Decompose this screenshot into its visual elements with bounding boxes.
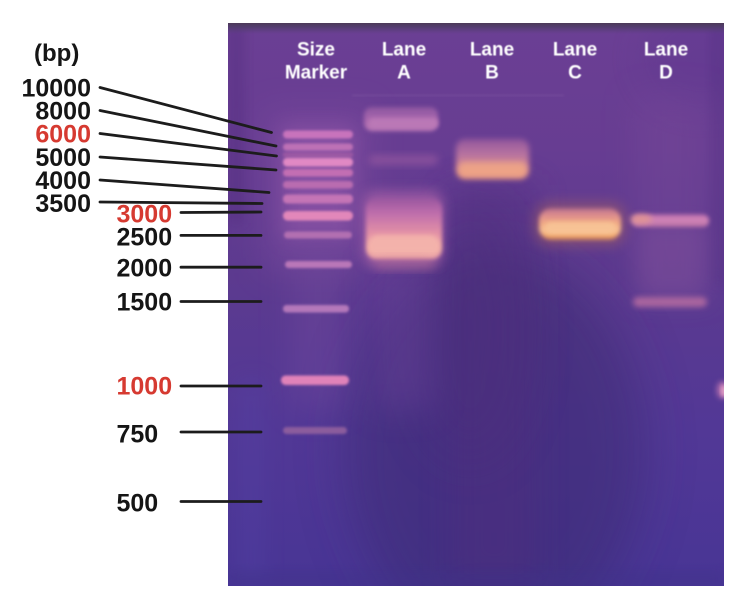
svg-text:8000: 8000	[35, 98, 91, 126]
svg-text:2500: 2500	[117, 224, 173, 252]
svg-text:Marker: Marker	[285, 63, 348, 84]
svg-text:5000: 5000	[35, 144, 91, 172]
svg-text:B: B	[485, 63, 499, 84]
svg-text:(bp): (bp)	[34, 40, 79, 67]
svg-text:Lane: Lane	[644, 40, 688, 61]
svg-text:500: 500	[117, 490, 159, 518]
svg-text:Lane: Lane	[382, 40, 426, 61]
svg-text:Size: Size	[297, 40, 335, 61]
svg-text:3000: 3000	[117, 200, 173, 228]
svg-text:4000: 4000	[35, 167, 91, 195]
svg-text:C: C	[568, 63, 582, 84]
svg-text:3500: 3500	[35, 190, 91, 218]
svg-text:1500: 1500	[117, 289, 173, 317]
svg-text:Lane: Lane	[470, 40, 514, 61]
svg-text:10000: 10000	[21, 75, 91, 103]
svg-text:2000: 2000	[117, 254, 173, 282]
svg-text:1000: 1000	[117, 373, 173, 401]
svg-text:D: D	[659, 63, 673, 84]
svg-text:Lane: Lane	[553, 40, 597, 61]
svg-text:6000: 6000	[35, 121, 91, 149]
svg-text:A: A	[397, 63, 411, 84]
svg-text:750: 750	[117, 420, 159, 448]
